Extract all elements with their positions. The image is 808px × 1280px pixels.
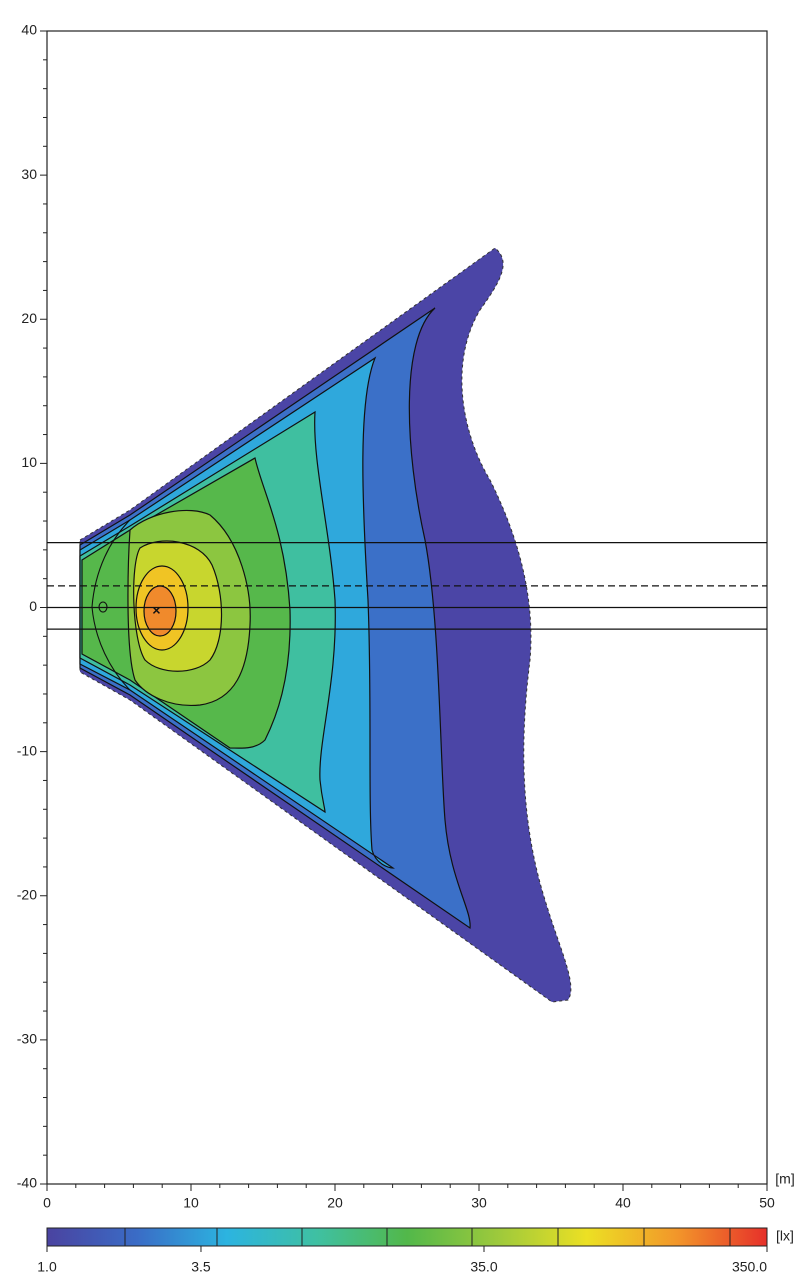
colorbar-tick-label: 350.0: [732, 1259, 767, 1275]
x-tick-label: 10: [183, 1195, 199, 1211]
x-tick-label: 0: [43, 1195, 51, 1211]
x-tick-label: 50: [759, 1195, 775, 1211]
x-tick-label: 30: [471, 1195, 487, 1211]
colorbar-dividers: [124, 1228, 731, 1246]
y-tick-label: 30: [21, 166, 37, 182]
colorbar-tick-label: 35.0: [470, 1259, 497, 1275]
y-tick-label: -20: [17, 886, 37, 902]
x-tick-label: 40: [615, 1195, 631, 1211]
y-tick-label: -40: [17, 1175, 37, 1191]
colorbar: [46, 1227, 768, 1247]
max-point: [152, 606, 160, 614]
y-tick-label: 20: [21, 310, 37, 326]
y-tick-label: 10: [21, 454, 37, 470]
colorbar-tick-label: 1.0: [37, 1259, 57, 1275]
colorbar-label: [lx]: [776, 1228, 794, 1244]
x-axis-label: [m]: [775, 1171, 794, 1187]
y-tick-label: 40: [21, 22, 37, 38]
colorbar-tick-label: 3.5: [191, 1259, 211, 1275]
y-tick-label: -10: [17, 742, 37, 758]
y-tick-label: 0: [29, 598, 37, 614]
x-tick-label: 20: [327, 1195, 343, 1211]
y-tick-label: -30: [17, 1031, 37, 1047]
